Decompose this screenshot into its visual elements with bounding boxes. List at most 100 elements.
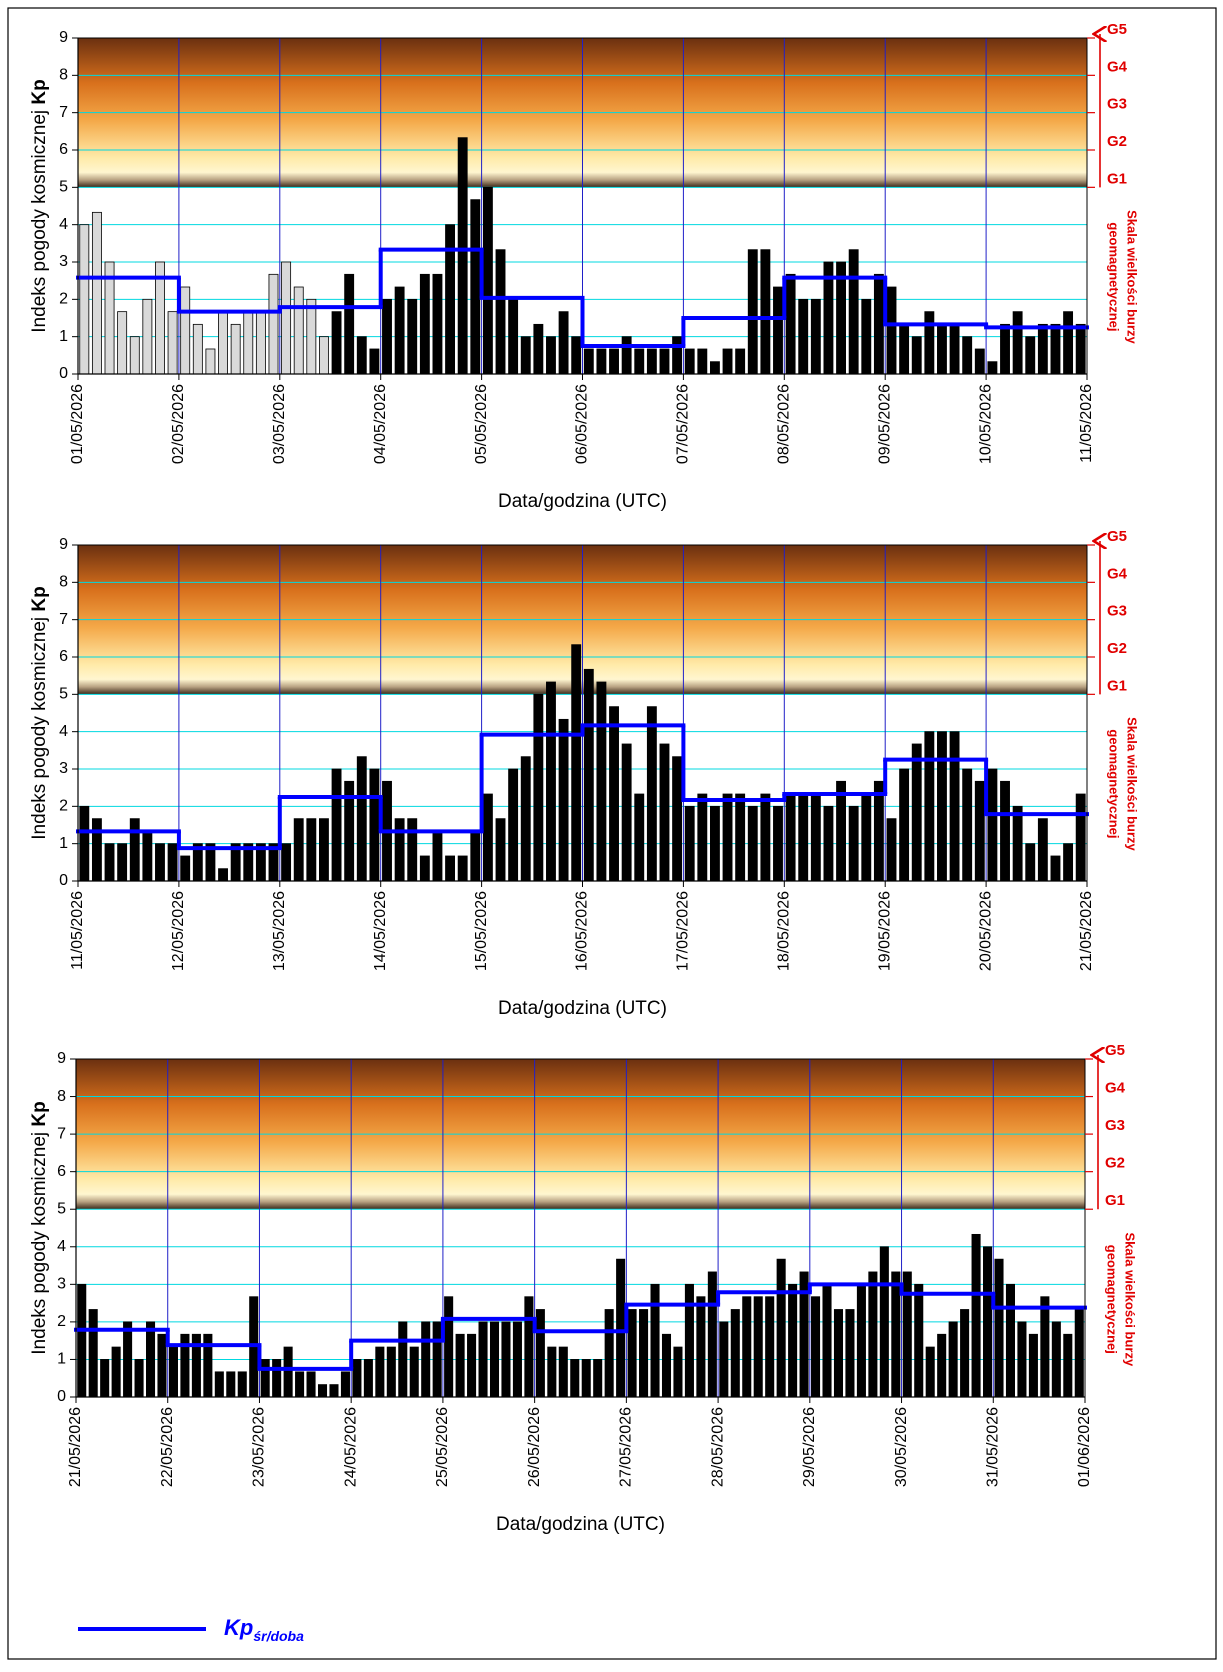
bar xyxy=(180,286,191,375)
bar xyxy=(974,348,985,375)
y-axis-label-bold: Kp xyxy=(29,586,50,611)
legend-sub: śr/doba xyxy=(253,1628,304,1644)
bar xyxy=(1037,818,1048,882)
bar xyxy=(1075,793,1086,882)
bar xyxy=(596,681,607,882)
y2-tick-label: G4 xyxy=(1107,565,1128,582)
y-axis-label-bold: Kp xyxy=(29,79,50,104)
bar xyxy=(520,336,531,375)
bar xyxy=(747,249,758,375)
bar xyxy=(444,1296,454,1398)
bar xyxy=(508,768,519,882)
x-tick-label: 25/05/2026 xyxy=(434,1407,451,1487)
bar xyxy=(861,298,872,375)
bar xyxy=(661,1333,672,1398)
bar xyxy=(489,1321,500,1398)
bar xyxy=(91,818,102,882)
bar xyxy=(407,298,418,375)
bar xyxy=(765,1296,775,1398)
bar xyxy=(948,1321,958,1398)
bar xyxy=(949,323,960,375)
bar xyxy=(760,249,771,375)
bar xyxy=(570,1359,580,1398)
x-tick-label: 02/05/2026 xyxy=(170,384,187,464)
bar xyxy=(533,693,544,882)
x-tick-label: 06/05/2026 xyxy=(574,384,591,464)
y2-tick-label: G5 xyxy=(1107,21,1127,38)
bar xyxy=(501,1321,511,1398)
x-tick-label: 08/05/2026 xyxy=(776,384,793,464)
bar xyxy=(785,793,796,882)
bar xyxy=(785,273,796,375)
bar xyxy=(788,1283,798,1398)
y-tick-label: 3 xyxy=(59,253,68,270)
bar xyxy=(1025,843,1036,882)
y-tick-label: 4 xyxy=(59,723,68,740)
bar xyxy=(79,224,90,375)
bar xyxy=(621,336,632,375)
y2-tick-label: G1 xyxy=(1107,170,1127,187)
y-tick-label: 5 xyxy=(57,1200,66,1217)
bar xyxy=(129,336,140,375)
bar xyxy=(709,361,720,375)
bar xyxy=(104,843,115,882)
bar xyxy=(218,311,228,375)
x-tick-label: 22/05/2026 xyxy=(159,1407,176,1487)
bar xyxy=(672,336,683,375)
bar xyxy=(524,1296,534,1398)
bar xyxy=(293,286,304,375)
bar xyxy=(369,348,380,375)
y-tick-label: 0 xyxy=(59,872,68,889)
x-tick-label: 29/05/2026 xyxy=(801,1407,818,1487)
bar xyxy=(873,780,884,882)
bar xyxy=(861,793,872,882)
bar xyxy=(1005,1283,1015,1398)
y-tick-label: 1 xyxy=(59,328,68,345)
bar xyxy=(760,793,771,882)
y-tick-label: 2 xyxy=(57,1313,66,1330)
y-tick-label: 9 xyxy=(59,29,68,46)
bar xyxy=(914,1283,924,1398)
x-tick-label: 07/05/2026 xyxy=(675,384,692,464)
bar xyxy=(180,855,191,882)
bar xyxy=(616,1258,626,1398)
bar xyxy=(639,1309,649,1398)
y-tick-label: 1 xyxy=(59,835,68,852)
bar xyxy=(508,298,519,375)
x-tick-label: 14/05/2026 xyxy=(372,891,389,971)
y-tick-label: 9 xyxy=(57,1050,66,1067)
bar xyxy=(482,793,493,882)
bar xyxy=(571,644,582,882)
bar xyxy=(684,805,695,882)
bar xyxy=(91,211,102,375)
bar xyxy=(621,743,632,882)
bar xyxy=(205,348,216,375)
bar xyxy=(672,756,683,882)
bar xyxy=(445,224,456,375)
bar xyxy=(634,793,645,882)
bar xyxy=(886,286,897,375)
bar xyxy=(994,1258,1004,1398)
bar xyxy=(1050,855,1061,882)
bar xyxy=(356,336,367,375)
bar xyxy=(432,1321,442,1398)
x-axis-label: Data/godzina (UTC) xyxy=(496,1514,665,1535)
bar xyxy=(421,1321,431,1398)
bar xyxy=(329,1384,339,1398)
bar xyxy=(340,1371,350,1398)
x-tick-label: 11/05/2026 xyxy=(69,891,86,970)
bar xyxy=(773,805,783,882)
bar xyxy=(810,793,821,882)
y-axis-label: Indeks pogody kosmicznej Kp xyxy=(29,79,50,332)
bar xyxy=(987,361,998,375)
bar xyxy=(1063,311,1074,375)
x-tick-label: 15/05/2026 xyxy=(473,891,490,971)
bar xyxy=(394,286,405,375)
y-tick-label: 6 xyxy=(57,1163,66,1180)
bar xyxy=(123,1321,133,1398)
bar xyxy=(283,1346,293,1398)
legend-label: Kpśr/doba xyxy=(224,1615,304,1644)
bar xyxy=(356,756,367,882)
bar xyxy=(735,348,746,375)
bar xyxy=(673,1346,683,1398)
